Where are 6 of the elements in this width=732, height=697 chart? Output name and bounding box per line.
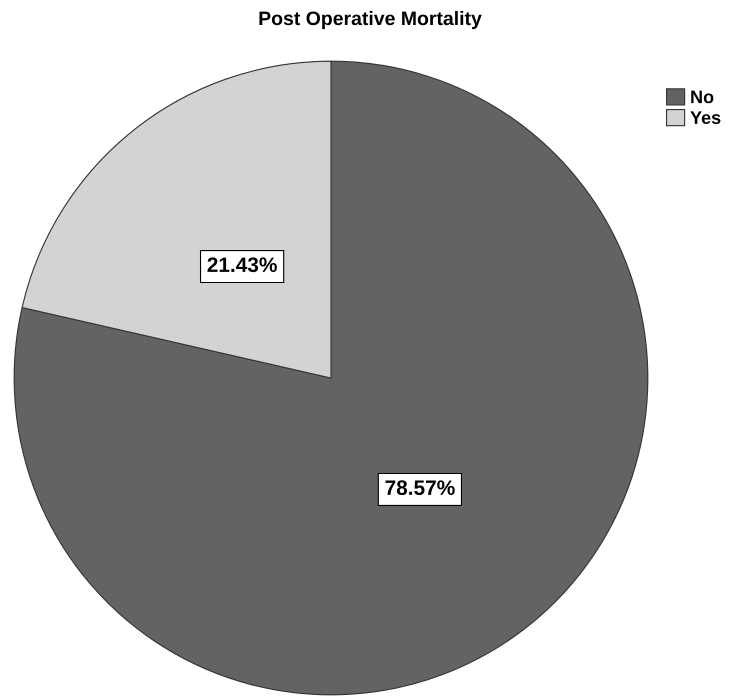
chart-title: Post Operative Mortality — [259, 10, 482, 30]
data-label: 21.43% — [207, 257, 277, 272]
data-label: 78.57% — [385, 480, 455, 496]
legend-label: No — [691, 90, 714, 104]
pie-slice — [14, 60, 648, 696]
legend-label: Yes — [690, 111, 720, 124]
